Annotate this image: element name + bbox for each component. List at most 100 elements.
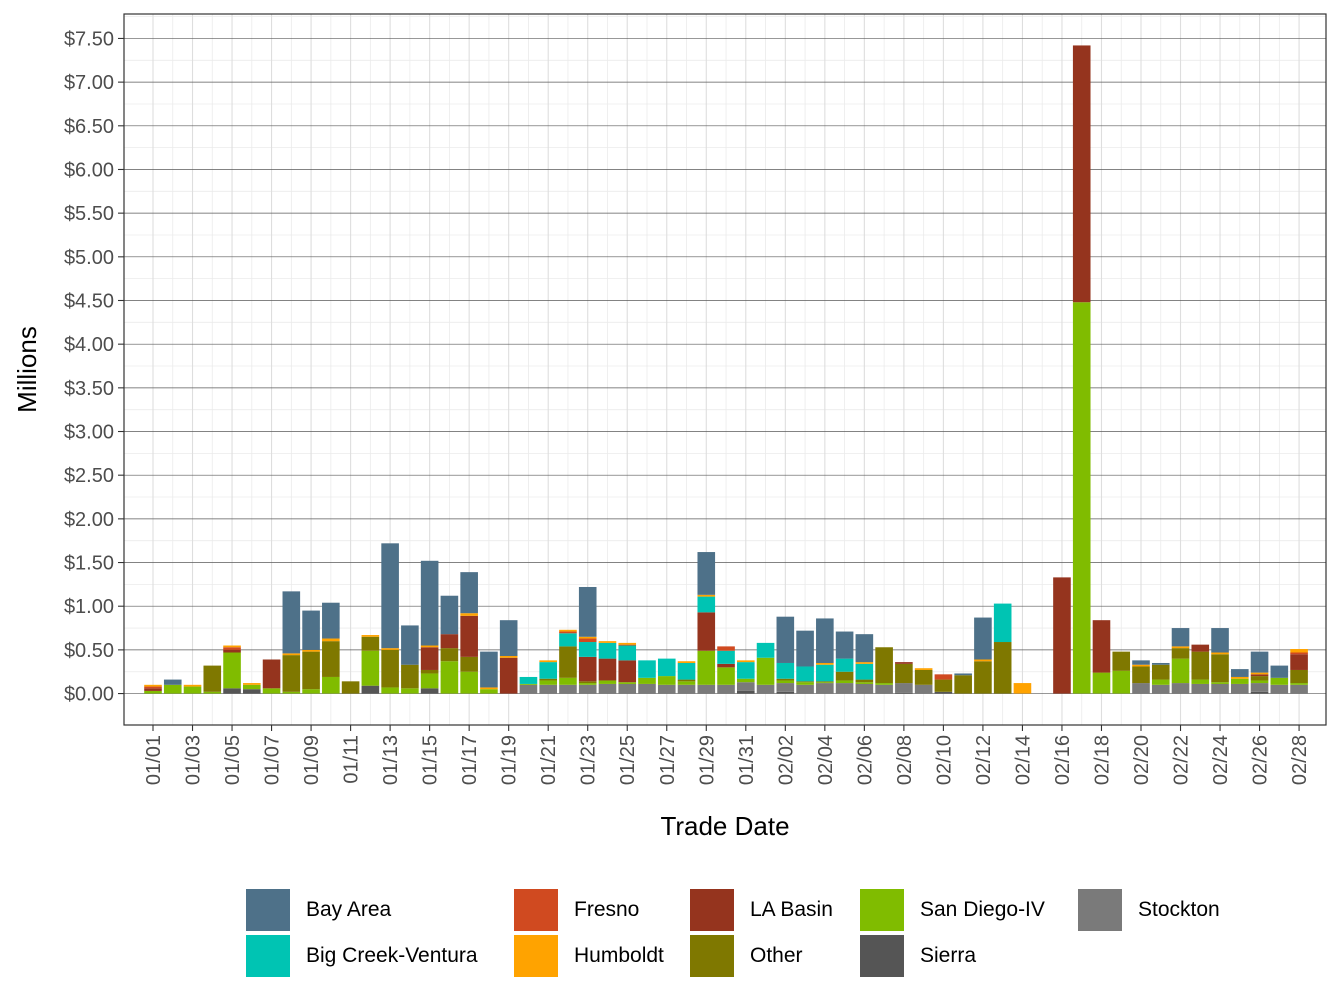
- bar-segment-big-creek-ventura: [835, 658, 854, 672]
- bar-segment-sierra: [934, 691, 953, 694]
- legend-item-fresno: Fresno: [514, 888, 639, 932]
- bar-segment-sierra: [361, 685, 380, 694]
- bar-segment-san-diego-iv: [243, 684, 261, 690]
- y-tick-label: $3.50: [64, 378, 114, 400]
- bar-segment-other: [895, 663, 913, 684]
- bar-segment-other: [1112, 651, 1131, 671]
- bar-segment-la-basin: [499, 657, 518, 694]
- bar-segment-stockton: [717, 684, 735, 694]
- x-tick-label: 01/17: [459, 735, 481, 785]
- bar-segment-sierra: [895, 692, 913, 694]
- bar-segment-big-creek-ventura: [697, 596, 716, 613]
- bar-segment-humboldt: [618, 642, 637, 645]
- bar-segment-fresno: [578, 638, 597, 643]
- x-axis-ticks: 01/01 01/03 01/05 01/07 01/09 01/11 01/13 01/15…: [143, 725, 1311, 785]
- x-tick-label: 02/24: [1210, 735, 1232, 785]
- y-tick-label: $7.50: [64, 28, 114, 50]
- bar-segment-bay-area: [954, 673, 972, 676]
- bar-segment-san-diego-iv: [1270, 677, 1289, 685]
- bar-segment-sierra: [420, 688, 439, 694]
- bar-segment-big-creek-ventura: [776, 662, 795, 679]
- bar-segment-big-creek-ventura: [657, 658, 676, 677]
- x-tick-label: 01/15: [420, 735, 442, 785]
- bar-segment-other: [381, 649, 399, 688]
- legend-label: Stockton: [1138, 898, 1220, 921]
- bar-segment-humboldt: [223, 645, 241, 648]
- bar-segment-san-diego-iv: [480, 689, 498, 694]
- legend-swatch: [860, 889, 904, 931]
- bar-segment-other: [203, 665, 222, 692]
- bar-segment-other: [539, 678, 557, 681]
- bar-segment-bay-area: [697, 552, 716, 595]
- bar-segment-bay-area: [163, 679, 182, 685]
- bar-segment-san-diego-iv: [223, 652, 241, 689]
- bar-segment-san-diego-iv: [559, 677, 577, 685]
- bar-segment-san-diego-iv: [539, 680, 557, 685]
- bar-segment-humboldt: [1290, 649, 1308, 653]
- y-tick-label: $2.50: [64, 465, 114, 487]
- bar-segment-la-basin: [618, 660, 637, 683]
- legend-item-humboldt: Humboldt: [514, 934, 664, 978]
- bar-segment-san-diego-iv: [677, 681, 696, 685]
- bar-segment-stockton: [756, 684, 775, 694]
- bar-segment-san-diego-iv: [816, 682, 834, 684]
- x-tick-label: 02/10: [933, 735, 955, 785]
- y-tick-label: $4.50: [64, 290, 114, 312]
- bar-segment-other: [559, 646, 577, 678]
- bar-segment-san-diego-iv: [440, 661, 459, 694]
- bar-segment-san-diego-iv: [460, 671, 478, 694]
- bar-segment-san-diego-iv: [203, 691, 222, 694]
- bar-segment-stockton: [895, 683, 913, 693]
- x-tick-label: 02/14: [1012, 735, 1034, 785]
- bar-segment-san-diego-iv: [144, 690, 162, 694]
- bar-segment-sierra: [223, 688, 241, 694]
- bar-segment-bay-area: [1132, 660, 1150, 665]
- bar-segment-la-basin: [578, 656, 597, 682]
- x-tick-label: 02/02: [775, 735, 797, 785]
- x-tick-label: 02/06: [854, 735, 876, 785]
- bar-segment-la-basin: [1250, 674, 1269, 677]
- bar-segment-humboldt: [1013, 683, 1032, 694]
- bar-segment-san-diego-iv: [776, 680, 795, 684]
- bar-segment-stockton: [598, 683, 617, 694]
- bar-segment-big-creek-ventura: [796, 666, 814, 682]
- bar-segment-humboldt: [302, 649, 320, 652]
- bar-segment-fresno: [144, 686, 162, 689]
- bar-segment-stockton: [618, 683, 637, 694]
- bar-segment-san-diego-iv: [1072, 302, 1091, 694]
- bar-segment-la-basin: [1072, 45, 1091, 303]
- x-axis-title: Trade Date: [660, 811, 789, 841]
- legend-label: Fresno: [574, 898, 640, 921]
- bar-segment-la-basin: [440, 634, 459, 649]
- bar-segment-other: [322, 641, 340, 677]
- bar-segment-bay-area: [381, 543, 399, 649]
- bar-segment-fresno: [717, 646, 735, 651]
- bar-segment-humboldt: [480, 687, 498, 690]
- y-tick-label: $1.00: [64, 596, 114, 618]
- bar-segment-san-diego-iv: [1171, 658, 1190, 684]
- bar-segment-bay-area: [855, 634, 874, 663]
- bar-segment-big-creek-ventura: [816, 664, 834, 682]
- x-tick-label: 02/08: [894, 735, 916, 785]
- bar-segment-humboldt: [144, 684, 162, 687]
- bar-segment-stockton: [638, 683, 656, 694]
- bar-segment-big-creek-ventura: [618, 645, 637, 661]
- bar-segment-san-diego-iv: [401, 688, 419, 694]
- bar-segment-stockton: [1290, 684, 1308, 694]
- bar-segment-stockton: [1171, 683, 1190, 694]
- bar-segment-san-diego-iv: [835, 680, 854, 684]
- bar-segment-san-diego-iv: [1231, 678, 1249, 684]
- bar-segment-big-creek-ventura: [756, 642, 775, 658]
- y-tick-label: $2.00: [64, 509, 114, 531]
- legend-label: San Diego-IV: [920, 898, 1045, 921]
- bar-segment-humboldt: [677, 661, 696, 663]
- bar-segment-fresno: [618, 644, 637, 646]
- legend-label: Big Creek-Ventura: [306, 944, 478, 967]
- x-tick-label: 01/27: [657, 735, 679, 785]
- legend-swatch: [514, 935, 558, 977]
- bar-segment-bay-area: [1270, 665, 1289, 678]
- bar-segment-bay-area: [1211, 628, 1229, 653]
- legend-swatch: [1078, 889, 1122, 931]
- bar-segment-bay-area: [499, 620, 518, 656]
- legend-item-la-basin: LA Basin: [690, 888, 833, 932]
